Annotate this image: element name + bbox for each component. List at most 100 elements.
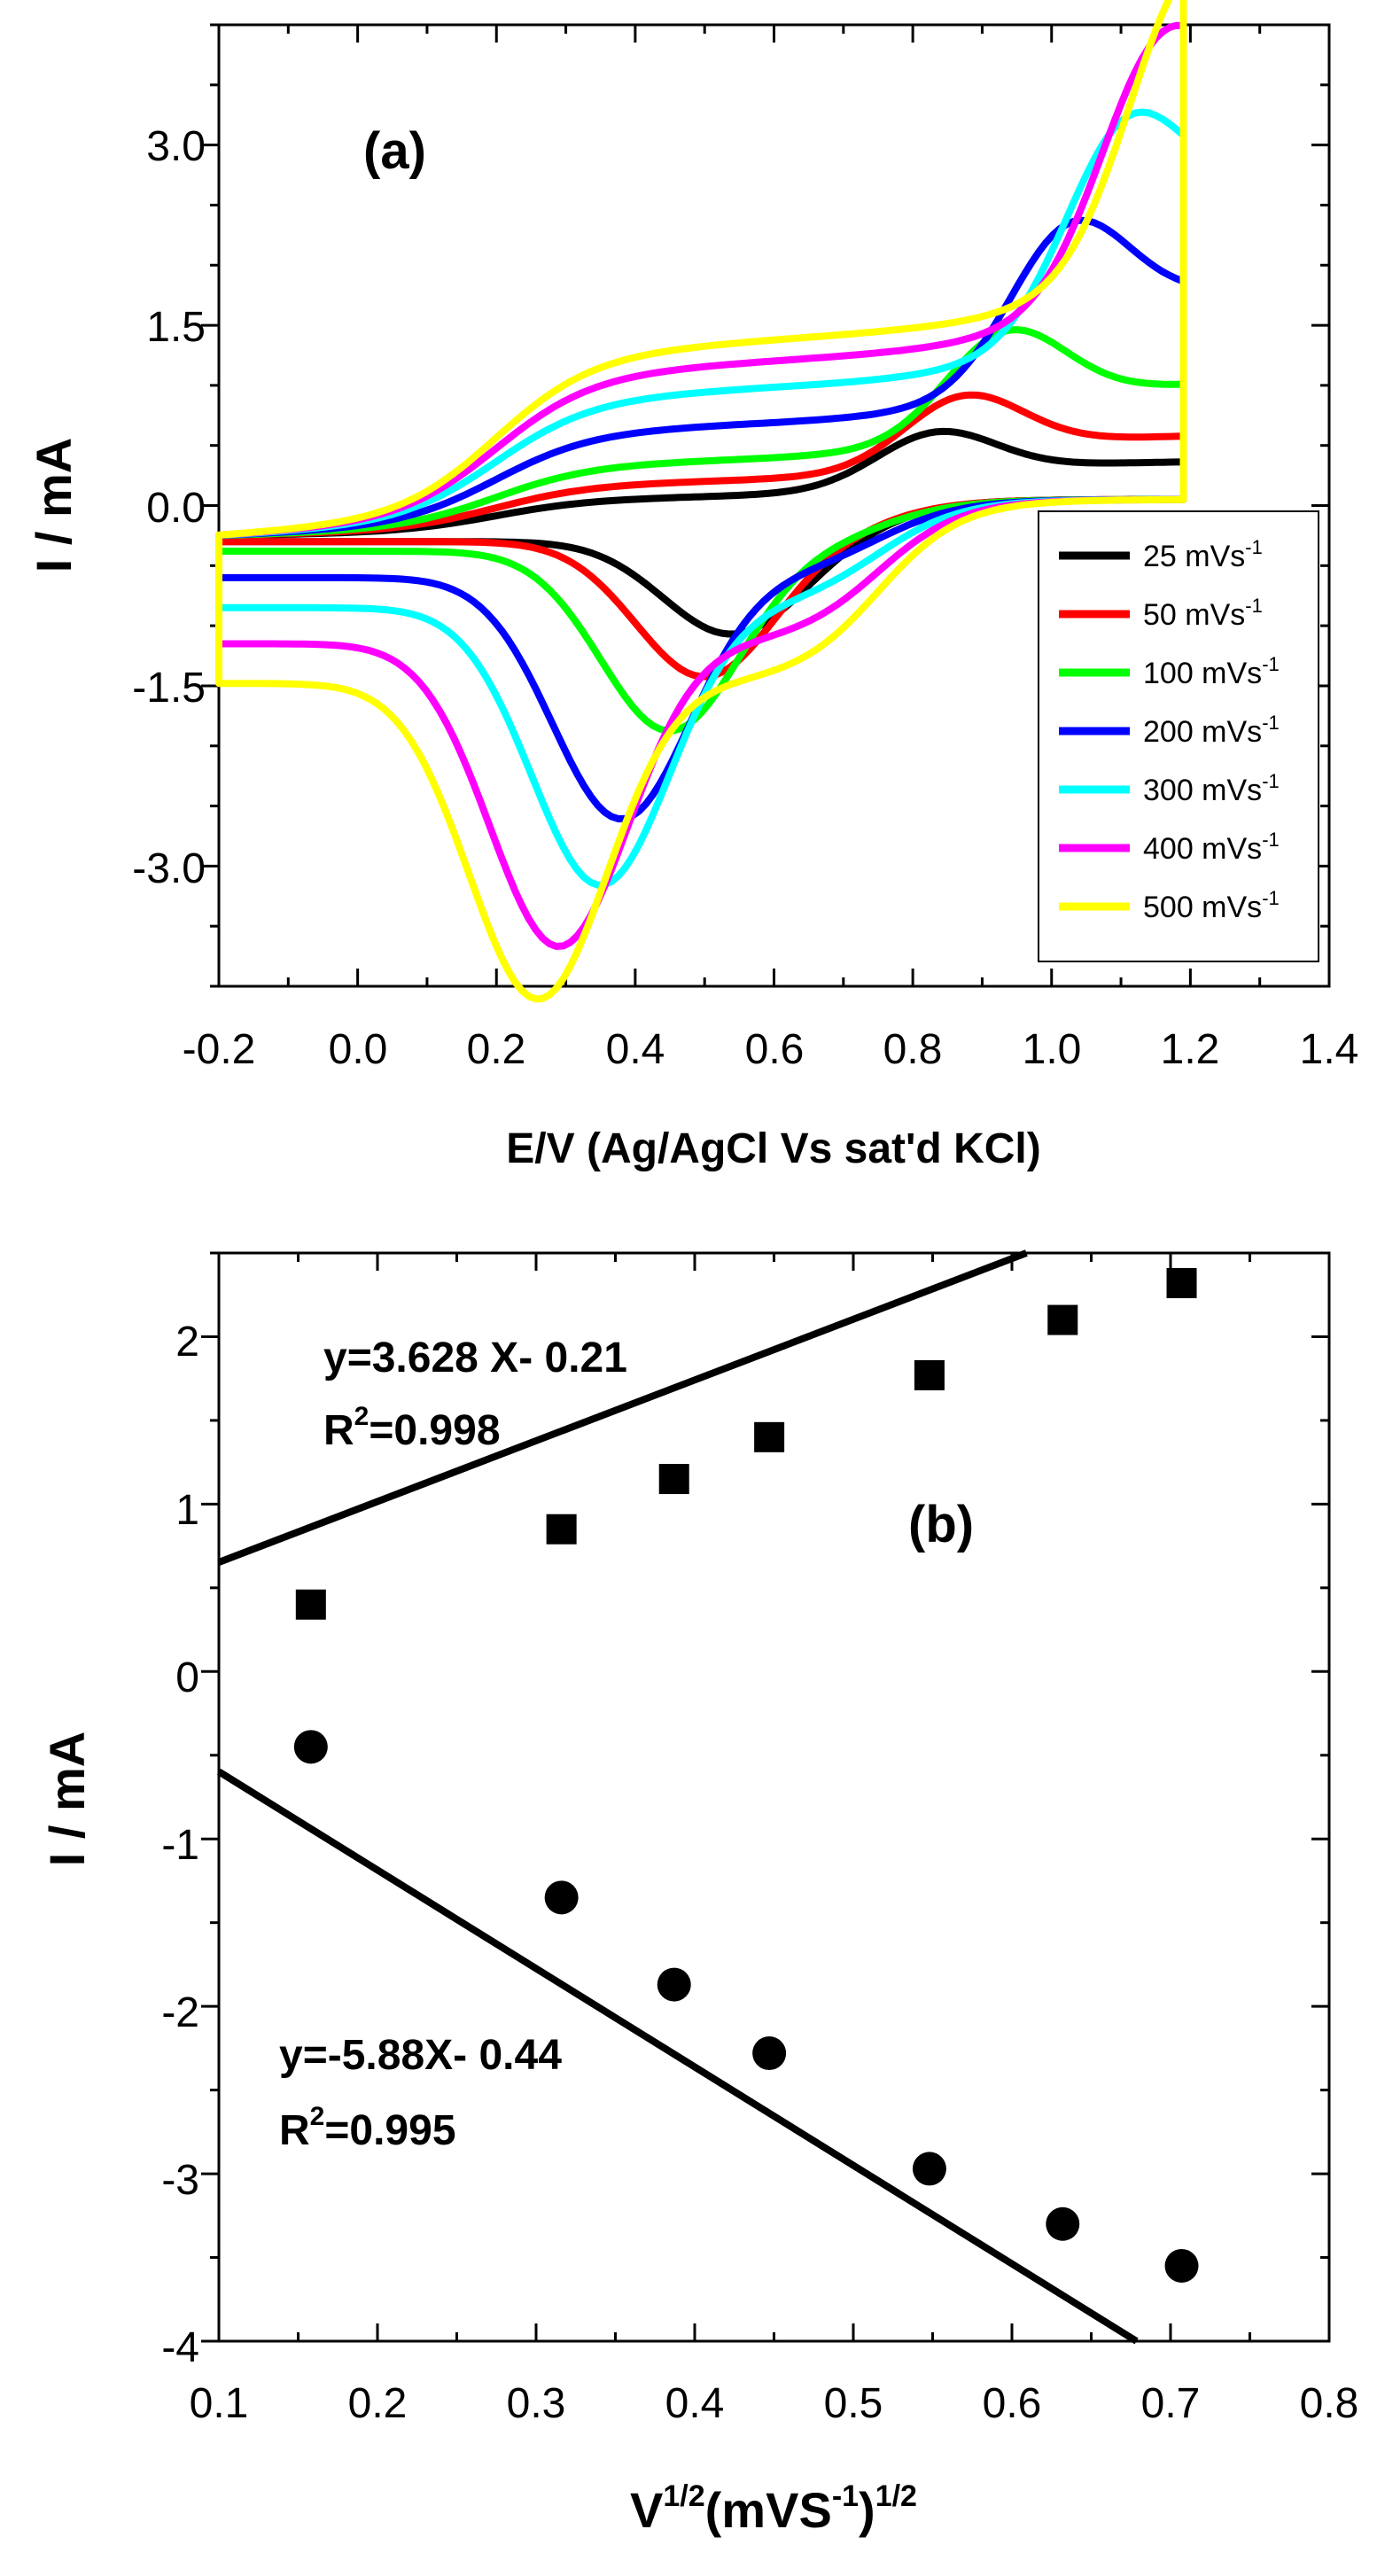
- a-legend-label-text: 25 mVs: [1143, 540, 1245, 573]
- b-xlabel-unit-close-sup: 1/2: [875, 2479, 917, 2513]
- b-xlabel-unit-sup: -1: [832, 2479, 859, 2513]
- a-xtick-label: 0.8: [883, 1026, 943, 1073]
- b-ytick-label: 0: [175, 1654, 199, 1701]
- a-legend-label-text: 200 mVs: [1143, 715, 1262, 749]
- cv-curve-7: [215, 0, 1187, 1003]
- a-legend-label: 300 mVs-1: [1143, 770, 1280, 807]
- a-xtick-label: 0.0: [329, 1026, 388, 1073]
- panel-b: 0.1 0.2 0.3 0.4 0.5 0.6 0.7 0.8 2 1 0 -1…: [39, 1249, 1359, 2538]
- a-legend-label-text: 500 mVs: [1143, 891, 1262, 924]
- b-point-square: [295, 1589, 326, 1620]
- b-point-square: [1166, 1268, 1197, 1299]
- b-fit-equation-cathodic: y=-5.88X- 0.44: [279, 2032, 562, 2079]
- b-point-circle: [293, 1730, 328, 1764]
- panel-a-x-tick-labels: -0.2 0.0 0.2 0.4 0.6 0.8 1.0 1.2 1.4: [183, 1026, 1359, 1073]
- b-xtick-label: 0.2: [348, 2380, 408, 2427]
- panel-a-y-tick-labels: 3.0 1.5 0.0 -1.5 -3.0: [132, 123, 206, 892]
- panel-b-data: [216, 1249, 1199, 2345]
- a-panel-tag: (a): [363, 122, 426, 180]
- a-legend-label-sup: -1: [1262, 653, 1280, 675]
- b-xtick-label: 0.1: [190, 2380, 249, 2427]
- b-x-axis-label: V1/2(mVS-1)1/2: [630, 2479, 917, 2538]
- a-legend-label: 200 mVs-1: [1143, 712, 1280, 749]
- b-point-square: [1047, 1304, 1078, 1335]
- b-xlabel-unit-close: ): [859, 2482, 875, 2538]
- a-xtick-label: 0.4: [606, 1026, 665, 1073]
- b-r2-prefix: R: [323, 1407, 354, 1454]
- b-xlabel-sup: 1/2: [663, 2479, 704, 2513]
- a-x-axis-label: E/V (Ag/AgCl Vs sat'd KCl): [506, 1125, 1040, 1172]
- b-xtick-label: 0.6: [983, 2380, 1042, 2427]
- a-ytick-label: 1.5: [146, 304, 206, 351]
- a-legend-label-sup: -1: [1262, 770, 1280, 792]
- b-ytick-label: -4: [161, 2324, 199, 2371]
- a-legend-label-sup: -1: [1245, 536, 1263, 558]
- b-fit-r2-cathodic: R2=0.995: [279, 2102, 456, 2154]
- b-point-circle: [1046, 2206, 1080, 2241]
- b-xlabel-unit: (mVS: [705, 2482, 832, 2538]
- b-ytick-label: -3: [161, 2157, 199, 2204]
- panel-b-ticks: [201, 1251, 1331, 2343]
- a-legend-label-sup: -1: [1245, 595, 1263, 617]
- b-point-square: [546, 1514, 577, 1545]
- a-xtick-label: 0.6: [745, 1026, 805, 1073]
- a-ytick-label: 3.0: [146, 123, 206, 170]
- b-xtick-label: 0.4: [665, 2380, 725, 2427]
- a-legend-label: 50 mVs-1: [1143, 595, 1263, 632]
- b-point-square: [754, 1421, 785, 1452]
- a-legend-label-text: 300 mVs: [1143, 774, 1262, 807]
- a-legend-label-text: 400 mVs: [1143, 832, 1262, 866]
- panel-a-curves: [215, 0, 1187, 1003]
- b-point-circle: [912, 2152, 946, 2186]
- panel-b-x-tick-labels: 0.1 0.2 0.3 0.4 0.5 0.6 0.7 0.8: [190, 2380, 1359, 2427]
- panel-a-ticks: [201, 23, 1331, 988]
- a-legend-label-text: 100 mVs: [1143, 657, 1262, 690]
- panel-a: -0.2 0.0 0.2 0.4 0.6 0.8 1.0 1.2 1.4 3.0…: [26, 0, 1358, 1172]
- b-point-circle: [1164, 2248, 1199, 2283]
- a-legend-label-sup: -1: [1262, 829, 1280, 851]
- b-y-axis-label: I / mA: [39, 1732, 95, 1866]
- b-point-square: [914, 1359, 945, 1390]
- a-xtick-label: 1.0: [1023, 1026, 1082, 1073]
- b-r2-sup: 2: [310, 2102, 325, 2131]
- b-r2-value: =0.995: [324, 2107, 455, 2154]
- a-legend-box: [1038, 510, 1319, 962]
- a-legend-label-text: 50 mVs: [1143, 598, 1245, 632]
- a-legend-label-sup: -1: [1262, 887, 1280, 909]
- b-fit-line-cathodic: [216, 1768, 1139, 2345]
- b-xtick-label: 0.7: [1141, 2380, 1201, 2427]
- b-ytick-label: -1: [161, 1822, 199, 1869]
- a-legend-label: 100 mVs-1: [1143, 653, 1280, 690]
- b-fit-r2-anodic: R2=0.998: [323, 1402, 501, 1454]
- a-legend-label-sup: -1: [1262, 712, 1280, 734]
- a-ytick-label: -1.5: [132, 665, 206, 712]
- a-xtick-label: -0.2: [183, 1026, 256, 1073]
- b-point-circle: [657, 1967, 691, 2002]
- b-point-circle: [752, 2036, 787, 2071]
- panel-b-y-tick-labels: 2 1 0 -1 -2 -3 -4: [161, 1319, 199, 2371]
- b-r2-sup: 2: [354, 1402, 370, 1431]
- b-ytick-label: 2: [175, 1319, 199, 1366]
- a-ytick-label: 0.0: [146, 485, 206, 532]
- b-ytick-label: -2: [161, 1989, 199, 2036]
- b-xtick-label: 0.5: [824, 2380, 883, 2427]
- a-legend-label: 500 mVs-1: [1143, 887, 1280, 924]
- a-legend-label: 25 mVs-1: [1143, 536, 1263, 573]
- b-point-circle: [544, 1880, 579, 1915]
- b-fit-line-anodic: [217, 1249, 1028, 1566]
- a-xtick-label: 0.2: [467, 1026, 526, 1073]
- b-xtick-label: 0.8: [1300, 2380, 1359, 2427]
- b-r2-prefix: R: [279, 2107, 310, 2154]
- a-xtick-label: 1.4: [1300, 1026, 1359, 1073]
- b-xtick-label: 0.3: [507, 2380, 566, 2427]
- b-fit-equation-anodic: y=3.628 X- 0.21: [323, 1335, 627, 1381]
- b-panel-tag: (b): [908, 1496, 974, 1553]
- b-point-square: [658, 1464, 689, 1495]
- b-r2-value: =0.998: [369, 1407, 500, 1454]
- b-xlabel-main: V: [630, 2482, 663, 2538]
- a-xtick-label: 1.2: [1161, 1026, 1220, 1073]
- a-legend-label: 400 mVs-1: [1143, 829, 1280, 866]
